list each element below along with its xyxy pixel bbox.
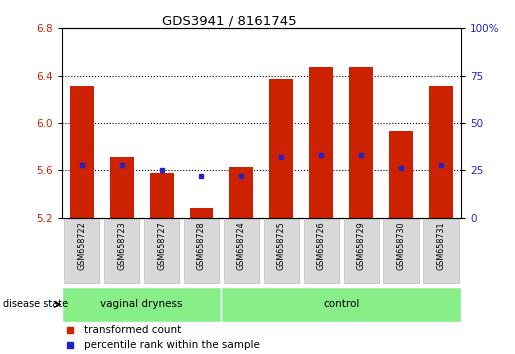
Bar <box>269 79 294 218</box>
Text: vaginal dryness: vaginal dryness <box>100 299 183 309</box>
Text: transformed count: transformed count <box>84 325 181 335</box>
Bar <box>230 167 253 218</box>
Bar <box>62 287 221 322</box>
Text: GSM658729: GSM658729 <box>357 221 366 270</box>
Bar <box>144 219 179 283</box>
Bar <box>190 208 214 218</box>
Text: GSM658723: GSM658723 <box>117 221 126 270</box>
Bar <box>389 131 413 218</box>
Bar <box>309 67 333 218</box>
Bar <box>264 219 299 283</box>
Bar <box>64 219 99 283</box>
Bar <box>221 287 461 322</box>
Bar <box>429 86 453 218</box>
Bar <box>349 67 373 218</box>
Bar <box>423 219 458 283</box>
Text: disease state: disease state <box>3 299 67 309</box>
Text: GSM658725: GSM658725 <box>277 221 286 270</box>
Text: GSM658728: GSM658728 <box>197 221 206 270</box>
Text: control: control <box>323 299 359 309</box>
Text: GSM658731: GSM658731 <box>437 221 445 270</box>
Bar <box>384 219 419 283</box>
Text: percentile rank within the sample: percentile rank within the sample <box>84 340 260 350</box>
Text: GSM658727: GSM658727 <box>157 221 166 270</box>
Text: GDS3941 / 8161745: GDS3941 / 8161745 <box>162 14 297 27</box>
Bar <box>344 219 379 283</box>
Bar <box>184 219 219 283</box>
Text: GSM658724: GSM658724 <box>237 221 246 270</box>
Bar <box>110 157 133 218</box>
Text: GSM658730: GSM658730 <box>397 221 405 270</box>
Bar <box>304 219 339 283</box>
Bar <box>224 219 259 283</box>
Text: GSM658726: GSM658726 <box>317 221 325 270</box>
Bar <box>150 173 174 218</box>
Bar <box>70 86 94 218</box>
Bar <box>104 219 139 283</box>
Text: GSM658722: GSM658722 <box>77 221 86 270</box>
